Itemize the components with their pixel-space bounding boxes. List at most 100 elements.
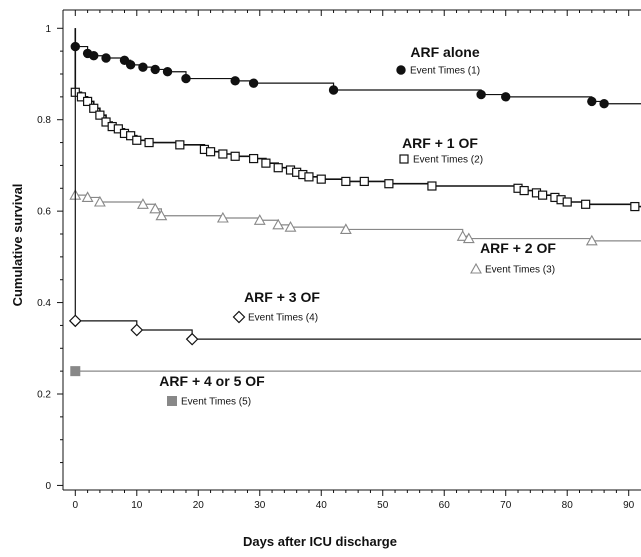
- data-point: [81, 191, 94, 202]
- data-point: [138, 62, 148, 72]
- data-point: [93, 195, 106, 207]
- data-point: [248, 78, 259, 88]
- data-point: [304, 172, 314, 182]
- data-point: [261, 158, 271, 168]
- data-point: [155, 209, 168, 221]
- data-point: [95, 110, 105, 120]
- series-name: ARF + 3 OF: [244, 289, 320, 305]
- x-tick-label: 80: [562, 500, 574, 511]
- legend-marker: [470, 262, 482, 274]
- series-3: [69, 189, 641, 246]
- data-point: [205, 147, 216, 157]
- data-point: [125, 60, 136, 70]
- series-label-4: ARF + 3 OF Event Times (4): [232, 289, 320, 324]
- series-name: ARF + 2 OF: [480, 240, 556, 256]
- data-point: [427, 181, 437, 191]
- x-tick-label: 20: [193, 500, 205, 511]
- data-point: [359, 176, 369, 187]
- series-label-2: ARF + 1 OF Event Times (2): [399, 135, 483, 166]
- data-point: [181, 73, 191, 84]
- data-point: [144, 137, 154, 148]
- data-point: [218, 149, 228, 159]
- series-line: [74, 28, 641, 208]
- data-point: [253, 214, 266, 225]
- data-point: [581, 199, 591, 209]
- data-point: [249, 153, 259, 164]
- x-tick-label: 70: [500, 500, 512, 511]
- x-tick-label: 90: [623, 500, 635, 511]
- series-5: [70, 366, 641, 377]
- data-point: [341, 176, 351, 187]
- series-labels: ARF alone Event Times (1) ARF + 1 OF Event …: [159, 44, 556, 408]
- data-point: [175, 140, 185, 150]
- data-point: [150, 64, 160, 75]
- legend-marker: [167, 396, 177, 406]
- data-point: [132, 135, 142, 145]
- y-tick-label: 0.4: [37, 298, 51, 309]
- legend-marker: [399, 154, 409, 164]
- x-tick-label: 50: [377, 500, 389, 511]
- data-point: [562, 197, 572, 207]
- series-label-1: ARF alone Event Times (1): [396, 44, 480, 77]
- data-point: [501, 92, 511, 102]
- data-point: [130, 323, 144, 337]
- legend-text: Event Times (5): [181, 397, 251, 408]
- data-point: [119, 55, 130, 65]
- series-name: ARF alone: [410, 44, 479, 60]
- data-point: [519, 185, 529, 196]
- data-point: [585, 234, 598, 246]
- y-tick-label: 0.2: [37, 390, 51, 401]
- data-point: [587, 96, 597, 107]
- series-label-3: ARF + 2 OF Event Times (3): [470, 240, 556, 276]
- data-point: [462, 232, 475, 244]
- series-line: [74, 28, 641, 105]
- data-point: [328, 85, 339, 95]
- data-point: [538, 190, 548, 200]
- legend-text: Event Times (3): [485, 265, 555, 276]
- data-point: [230, 76, 240, 86]
- data-point: [456, 230, 469, 241]
- y-tick-label: 0.6: [37, 207, 51, 218]
- data-point: [216, 211, 229, 223]
- data-point: [149, 202, 162, 214]
- x-axis-title: Days after ICU discharge: [243, 534, 397, 549]
- data-point: [599, 99, 609, 109]
- data-point: [162, 67, 173, 77]
- x-tick-label: 0: [73, 500, 79, 511]
- data-point: [273, 163, 283, 173]
- data-point: [68, 314, 82, 328]
- data-point: [89, 103, 99, 113]
- x-tick-label: 60: [439, 500, 451, 511]
- legend-text: Event Times (1): [410, 66, 480, 77]
- data-point: [476, 89, 486, 100]
- legend-marker: [232, 310, 246, 324]
- data-point: [70, 366, 81, 377]
- y-tick-label: 0.8: [37, 115, 51, 126]
- axes: 0 10 20 30 40 50 60 70 80 90 0 0.2 0.4 0.6 0.8 1: [37, 9, 641, 511]
- y-axis-title: Cumulative survival: [10, 184, 25, 307]
- series-line: [74, 366, 641, 372]
- series-line: [74, 28, 641, 340]
- y-tick-label: 0: [45, 481, 51, 492]
- data-point: [339, 223, 352, 234]
- data-point: [101, 53, 111, 63]
- legend-text: Event Times (4): [248, 313, 318, 324]
- series-label-5: ARF + 4 or 5 OF Event Times (5): [159, 373, 265, 408]
- x-tick-label: 30: [254, 500, 266, 511]
- plot-area: [68, 28, 641, 377]
- data-point: [185, 332, 199, 346]
- data-point: [284, 221, 297, 232]
- x-tick-label: 10: [131, 500, 143, 511]
- data-point: [384, 179, 394, 189]
- series-1: [70, 28, 641, 109]
- legend-text: Event Times (2): [413, 155, 483, 166]
- series-4: [68, 28, 641, 346]
- data-point: [137, 198, 149, 209]
- legend-marker: [396, 65, 406, 75]
- data-point: [82, 96, 93, 107]
- series-name: ARF + 1 OF: [402, 135, 478, 151]
- data-point: [630, 201, 640, 212]
- x-tick-label: 40: [316, 500, 328, 511]
- data-point: [89, 51, 99, 61]
- y-tick-label: 1: [45, 24, 51, 35]
